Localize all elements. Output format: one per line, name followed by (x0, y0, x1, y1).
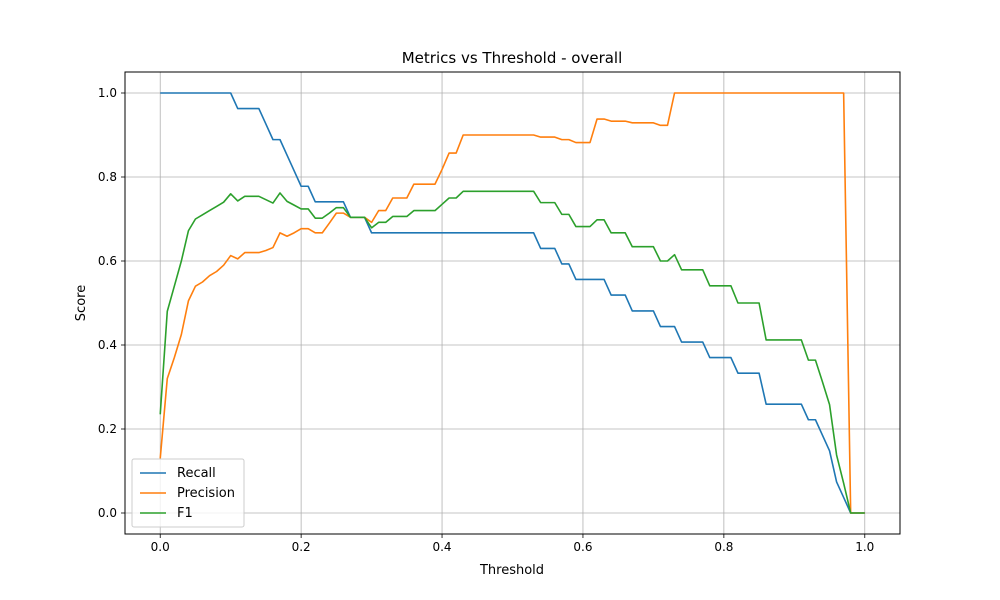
series-line-recall (160, 92, 865, 514)
tick-layer: 0.0 0.2 0.4 0.6 0.8 1.0 0.0 0.2 0.4 0.6 0.8 1.0 (98, 86, 874, 554)
x-tick-label: 1.0 (855, 540, 874, 554)
y-tick-label: 1.0 (98, 86, 117, 100)
y-tick-label: 0.6 (98, 254, 117, 268)
legend-label-recall: Recall (177, 466, 216, 481)
y-tick-label: 0.0 (98, 506, 117, 520)
y-axis-label: Score (74, 285, 89, 321)
chart-title: Metrics vs Threshold - overall (402, 49, 623, 67)
legend-label-precision: Precision (177, 486, 235, 501)
series-line-precision (159, 92, 865, 514)
x-tick-label: 0.6 (573, 540, 592, 554)
legend-frame (131, 458, 245, 528)
y-tick-label: 0.2 (98, 422, 117, 436)
legend-label-f1: F1 (177, 506, 193, 521)
plot-area-frame (124, 71, 901, 535)
y-tick-label: 0.4 (98, 338, 117, 352)
x-axis-label: Threshold (479, 563, 544, 578)
y-tick-label: 0.8 (98, 170, 117, 184)
x-tick-label: 0.8 (714, 540, 733, 554)
series-layer (159, 92, 865, 514)
series-line-f1 (159, 190, 865, 514)
x-tick-label: 0.0 (151, 540, 170, 554)
x-tick-label: 0.4 (432, 540, 451, 554)
x-tick-label: 0.2 (292, 540, 311, 554)
legend: Recall Precision F1 (131, 458, 245, 528)
grid-layer (125, 72, 900, 534)
